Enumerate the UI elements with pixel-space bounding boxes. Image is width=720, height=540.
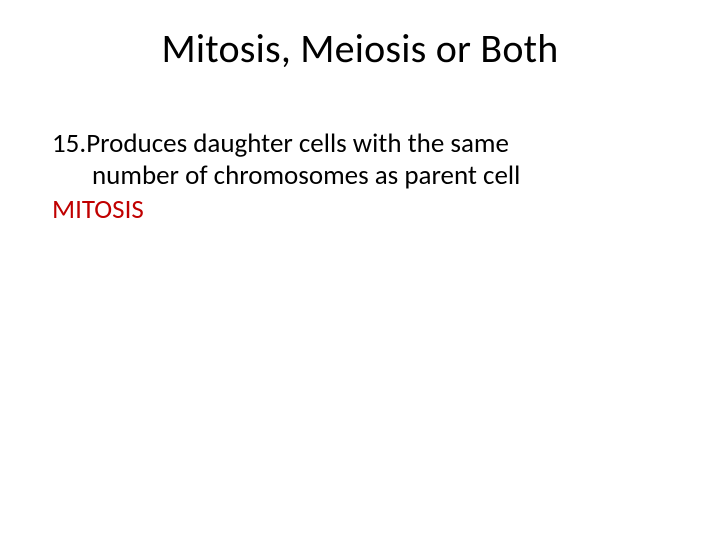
question-block: 15.Produces daughter cells with the same… xyxy=(52,128,668,192)
question-number: 15. xyxy=(52,127,86,160)
question-text-line2: number of chromosomes as parent cell xyxy=(52,160,668,192)
slide-title: Mitosis, Meiosis or Both xyxy=(0,24,720,73)
slide-body: 15.Produces daughter cells with the same… xyxy=(52,128,668,226)
question-text-line1: Produces daughter cells with the same xyxy=(86,127,509,160)
slide: Mitosis, Meiosis or Both 15.Produces dau… xyxy=(0,0,720,540)
answer-text: MITOSIS xyxy=(52,194,668,226)
